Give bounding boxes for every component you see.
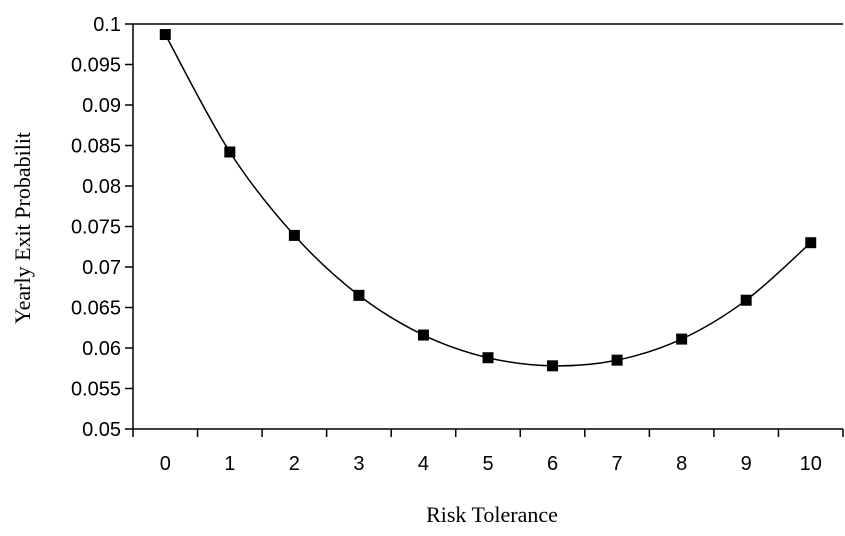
series-line [164, 34, 812, 367]
data-point-marker [417, 329, 429, 341]
y-tick-label: 0.085 [71, 136, 121, 158]
y-axis-ticks: 0.05 0.055 0.06 0.065 0.07 0.075 0.08 0.085 0.09… [71, 14, 133, 441]
y-tick-label: 0.05 [82, 419, 121, 441]
x-tick-label: 5 [482, 453, 493, 475]
y-tick-label: 0.09 [82, 95, 121, 117]
y-tick-label: 0.065 [71, 298, 121, 320]
x-tick-label: 1 [224, 453, 235, 475]
y-axis-title: Yearly Exit Probabilit [10, 132, 35, 324]
x-tick-label: 8 [676, 453, 687, 475]
data-point-marker [740, 294, 752, 306]
y-tick-label: 0.075 [71, 217, 121, 239]
y-tick-label: 0.055 [71, 379, 121, 401]
data-point-marker [547, 360, 559, 372]
data-point-marker [224, 146, 236, 158]
y-tick-label: 0.095 [71, 55, 121, 77]
x-tick-label: 4 [418, 453, 429, 475]
y-tick-label: 0.07 [82, 257, 121, 279]
data-point-marker [611, 354, 623, 366]
y-tick-label: 0.1 [93, 14, 121, 36]
data-point-marker [676, 333, 688, 345]
series-markers [159, 29, 817, 372]
x-axis-title: Risk Tolerance [426, 502, 558, 527]
data-point-marker [482, 352, 494, 364]
x-tick-label: 7 [612, 453, 623, 475]
x-axis-ticks: 0 1 2 3 4 5 6 7 8 9 10 [132, 429, 844, 475]
y-tick-label: 0.06 [82, 338, 121, 360]
data-point-marker [353, 289, 365, 301]
data-point-marker [288, 229, 300, 241]
x-tick-label: 9 [741, 453, 752, 475]
x-tick-label: 0 [160, 453, 171, 475]
y-tick-label: 0.08 [82, 176, 121, 198]
x-tick-label: 3 [353, 453, 364, 475]
axes [132, 23, 843, 430]
x-tick-label: 2 [289, 453, 300, 475]
x-tick-label: 10 [800, 453, 822, 475]
data-point-marker [159, 29, 171, 41]
data-point-marker [805, 237, 817, 249]
x-tick-label: 6 [547, 453, 558, 475]
